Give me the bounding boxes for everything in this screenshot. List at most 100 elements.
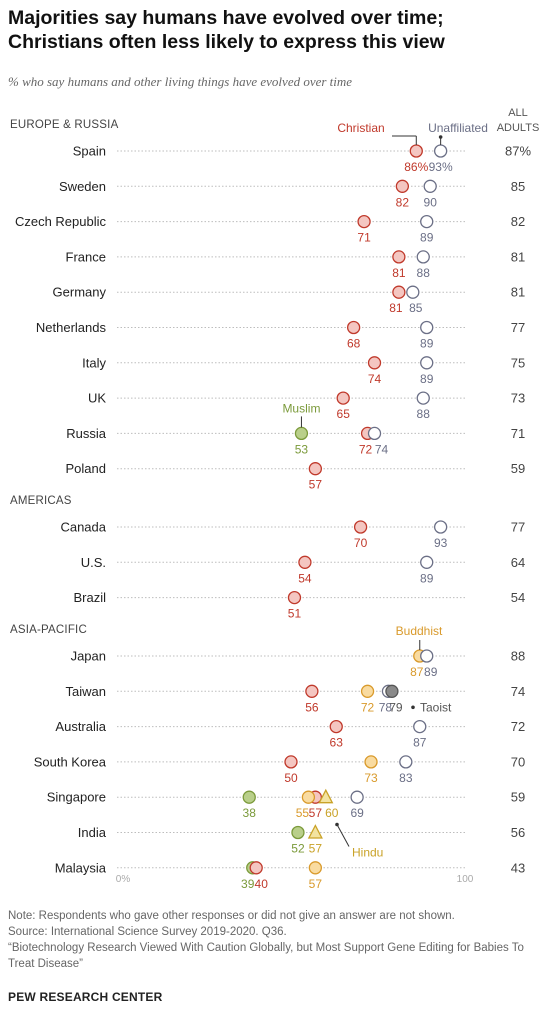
all-adults-value: 43 bbox=[511, 860, 525, 875]
country-label: Japan bbox=[71, 649, 106, 664]
leader-line bbox=[336, 824, 350, 847]
brand-name: PEW RESEARCH CENTER bbox=[8, 990, 163, 1004]
value-label: 89 bbox=[424, 665, 438, 679]
leader-dot bbox=[411, 705, 415, 710]
hindu-marker bbox=[318, 788, 334, 804]
value-label: 53 bbox=[295, 442, 309, 456]
country-label: Malaysia bbox=[55, 860, 107, 875]
all-adults-header: ADULTS bbox=[497, 122, 540, 134]
country-label: Sweden bbox=[59, 179, 106, 194]
unaffiliated-marker bbox=[433, 144, 448, 158]
country-label: South Korea bbox=[34, 754, 107, 769]
muslim-marker bbox=[242, 790, 256, 804]
value-label: 85 bbox=[409, 301, 423, 315]
unaffiliated-marker bbox=[420, 649, 434, 663]
all-adults-value: 54 bbox=[511, 590, 525, 605]
value-label: 82 bbox=[396, 195, 410, 209]
value-label: 57 bbox=[309, 478, 323, 492]
value-label: 57 bbox=[309, 877, 323, 891]
all-adults-value: 85 bbox=[511, 179, 525, 194]
all-adults-value: 70 bbox=[511, 754, 525, 769]
value-label: 87 bbox=[413, 736, 427, 750]
dot-plot: ALL ADULTS EUROPE & RUSSIA Spain 87% Sweden 85… bbox=[10, 107, 540, 891]
all-adults-header: ALL bbox=[508, 107, 528, 119]
unaffiliated-marker bbox=[350, 790, 364, 804]
value-label: 51 bbox=[288, 607, 302, 621]
country-label: Czech Republic bbox=[15, 214, 107, 229]
all-adults-value: 59 bbox=[511, 790, 525, 805]
all-adults-value: 56 bbox=[511, 825, 525, 840]
region-header: ASIA-PACIFIC bbox=[10, 624, 87, 636]
value-label: 71 bbox=[357, 231, 371, 245]
value-label: 40 bbox=[255, 877, 269, 891]
legend-buddhist: Buddhist bbox=[396, 624, 443, 638]
country-label: Germany bbox=[53, 285, 107, 300]
value-label: 74 bbox=[368, 372, 382, 386]
value-label: 81 bbox=[389, 301, 403, 315]
value-label: 50 bbox=[284, 771, 298, 785]
muslim-marker bbox=[291, 825, 305, 840]
unaffiliated-marker bbox=[416, 250, 430, 264]
all-adults-value: 75 bbox=[511, 355, 525, 370]
value-label: 65 bbox=[337, 407, 351, 421]
x-tick-label: 100 bbox=[457, 874, 474, 885]
christian-marker bbox=[336, 391, 350, 405]
buddhist-marker bbox=[364, 755, 378, 769]
value-label: 68 bbox=[347, 337, 361, 351]
region-header: AMERICAS bbox=[10, 495, 72, 507]
christian-marker bbox=[353, 520, 368, 534]
value-label: 60 bbox=[325, 806, 339, 820]
hindu-marker bbox=[307, 824, 323, 839]
taoist-marker bbox=[385, 684, 399, 698]
value-label: 93 bbox=[434, 536, 448, 550]
country-label: Poland bbox=[66, 461, 106, 476]
all-adults-value: 71 bbox=[511, 426, 525, 441]
legend-unaffiliated: Unaffiliated bbox=[428, 121, 488, 135]
unaffiliated-marker bbox=[367, 426, 382, 441]
country-label: India bbox=[78, 825, 107, 840]
country-label: UK bbox=[88, 391, 106, 406]
value-label: 93% bbox=[429, 160, 453, 174]
christian-marker bbox=[357, 214, 371, 229]
country-label: Taiwan bbox=[66, 684, 106, 699]
value-label: 39 bbox=[241, 877, 255, 891]
christian-marker bbox=[298, 555, 312, 569]
value-label: 52 bbox=[291, 842, 305, 856]
legend-hindu: Hindu bbox=[352, 846, 383, 860]
value-label: 81 bbox=[392, 266, 406, 280]
christian-marker bbox=[305, 684, 319, 698]
value-label: 73 bbox=[364, 771, 378, 785]
unaffiliated-marker bbox=[420, 214, 434, 229]
country-label: U.S. bbox=[81, 555, 106, 570]
all-adults-value: 81 bbox=[511, 249, 525, 264]
muslim-marker bbox=[294, 426, 309, 441]
country-label: Brazil bbox=[73, 590, 106, 605]
christian-marker bbox=[249, 861, 263, 875]
value-label: 56 bbox=[305, 700, 319, 714]
leader-dot bbox=[438, 135, 443, 139]
country-label: Russia bbox=[66, 426, 107, 441]
christian-marker bbox=[409, 144, 423, 158]
value-label: 72 bbox=[359, 442, 373, 456]
country-label: Australia bbox=[55, 719, 106, 734]
country-label: Spain bbox=[73, 144, 106, 159]
value-label: 83 bbox=[399, 771, 413, 785]
buddhist-marker bbox=[308, 861, 323, 875]
value-label: 89 bbox=[420, 231, 434, 245]
all-adults-value: 77 bbox=[511, 320, 525, 335]
value-label: 38 bbox=[243, 806, 257, 820]
chart-title: Majorities say humans have evolved over … bbox=[8, 7, 445, 53]
christian-marker bbox=[392, 285, 406, 299]
value-label: 55 bbox=[296, 806, 310, 820]
chart-subtitle: % who say humans and other living things… bbox=[8, 74, 353, 89]
value-label: 89 bbox=[420, 337, 434, 351]
christian-marker bbox=[329, 719, 343, 734]
value-label: 87 bbox=[410, 665, 424, 679]
unaffiliated-marker bbox=[423, 179, 437, 193]
all-adults-value: 74 bbox=[511, 684, 525, 699]
value-label: 90 bbox=[424, 195, 438, 209]
christian-marker bbox=[346, 320, 361, 335]
country-label: Netherlands bbox=[36, 320, 107, 335]
value-label: 63 bbox=[330, 736, 344, 750]
legend-muslim: Muslim bbox=[282, 401, 320, 415]
